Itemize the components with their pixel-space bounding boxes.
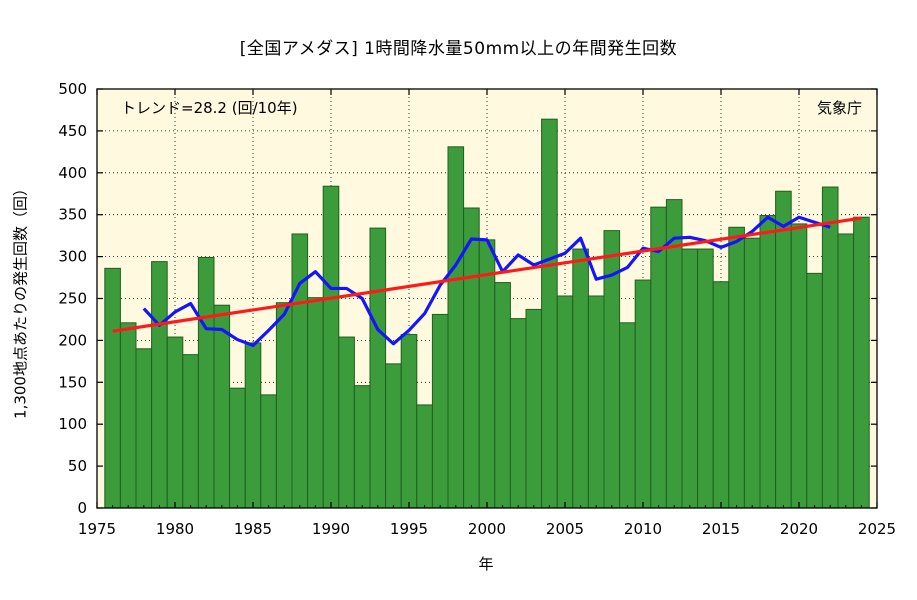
trend-annotation: トレンド=28.2 (回/10年) [121, 99, 298, 117]
bar-2017 [743, 237, 761, 509]
bar-1999 [463, 207, 480, 509]
x-tick-label: 1990 [312, 520, 350, 538]
chart-title: [全国アメダス] 1時間降水量50mm以上の年間発生回数 [239, 39, 678, 59]
bar-2001 [494, 282, 511, 509]
bar-2023 [837, 233, 855, 509]
bar-1992 [353, 385, 371, 509]
bar-1989 [307, 297, 324, 509]
x-tick-label: 2025 [858, 520, 896, 538]
bars [104, 118, 870, 509]
y-tick-labels: 0 50 100 150 200 250 300 350 400 450 500 [58, 80, 87, 517]
x-tick-labels: 1975 1980 1985 1990 1995 2000 2005 2010 2015 2020… [78, 520, 896, 538]
bar-2016 [728, 226, 745, 509]
bar-1976 [104, 267, 121, 509]
bar-2005 [556, 295, 574, 509]
bar-2009 [619, 322, 636, 509]
bar-1983 [213, 304, 231, 509]
bar-2013 [681, 248, 699, 509]
bar-1994 [385, 363, 402, 509]
y-tick-label: 200 [58, 331, 87, 349]
bar-2024 [853, 216, 870, 509]
x-tick-label: 1985 [234, 520, 272, 538]
bar-1979 [151, 261, 168, 509]
bar-1980 [166, 336, 184, 509]
x-tick-label: 2005 [546, 520, 584, 538]
bar-1987 [275, 302, 293, 509]
bar-1997 [431, 313, 449, 509]
bar-2002 [509, 318, 527, 509]
bar-1990 [322, 185, 340, 509]
x-tick-label: 2015 [702, 520, 740, 538]
bar-2015 [712, 281, 730, 509]
y-tick-label: 400 [58, 164, 87, 182]
bar-1977 [119, 322, 137, 509]
bar-2020 [790, 223, 808, 509]
bar-1981 [182, 354, 199, 509]
bar-1985 [244, 342, 262, 509]
bar-1996 [416, 404, 433, 509]
bar-2006 [572, 248, 589, 509]
x-tick-label: 2010 [624, 520, 662, 538]
x-tick-label: 2020 [780, 520, 818, 538]
bar-2007 [587, 295, 605, 509]
bar-2004 [541, 118, 558, 509]
y-tick-label: 50 [68, 457, 87, 475]
x-tick-label: 2000 [468, 520, 506, 538]
x-axis-label: 年 [478, 555, 493, 573]
bar-1988 [291, 233, 309, 509]
bar-1998 [447, 146, 465, 509]
y-tick-label: 450 [58, 122, 87, 140]
bar-2019 [775, 190, 792, 509]
bar-1982 [197, 256, 215, 509]
trend-line [112, 216, 862, 333]
x-tick-label: 1980 [156, 520, 194, 538]
y-tick-label: 500 [58, 80, 87, 98]
y-tick-label: 250 [58, 290, 87, 308]
bar-2003 [525, 308, 543, 509]
bar-2000 [478, 239, 496, 509]
bar-1993 [369, 227, 387, 509]
bar-2021 [806, 272, 823, 509]
x-tick-label: 1975 [78, 520, 116, 538]
axis-ticks [96, 88, 878, 509]
y-tick-label: 0 [77, 499, 87, 517]
y-tick-label: 100 [58, 415, 87, 433]
bar-2022 [821, 186, 839, 509]
moving-average-line [142, 215, 831, 348]
bar-2010 [634, 279, 652, 509]
bar-1978 [135, 348, 153, 509]
bar-1991 [338, 336, 355, 509]
bar-1984 [229, 387, 246, 509]
bar-2014 [697, 248, 714, 509]
bar-1995 [400, 334, 418, 509]
y-tick-label: 300 [58, 248, 87, 266]
y-tick-label: 150 [58, 373, 87, 391]
bar-2018 [759, 215, 777, 509]
x-tick-label: 1995 [390, 520, 428, 538]
bar-1986 [260, 394, 277, 509]
y-tick-label: 350 [58, 206, 87, 224]
source-label: 気象庁 [817, 99, 862, 117]
